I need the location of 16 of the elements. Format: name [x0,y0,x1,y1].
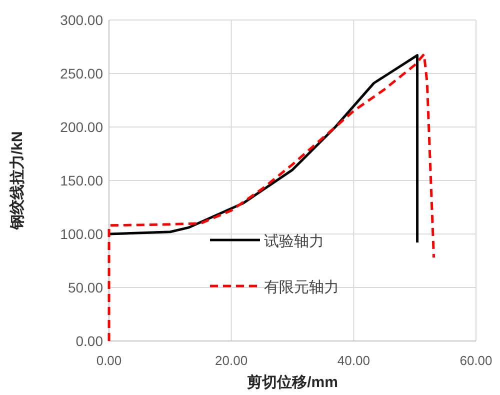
y-tick-label: 250.00 [60,66,104,82]
x-axis-title: 剪切位移/mm [247,373,338,391]
legend-label: 有限元轴力 [264,279,339,296]
y-tick-label: 50.00 [68,280,104,296]
y-axis-title: 钢绞线拉力/kN [8,131,26,231]
y-tick-label: 150.00 [60,172,104,188]
x-tick-label: 60.00 [460,353,492,368]
x-tick-label: 20.00 [215,353,248,368]
x-tick-label: 40.00 [337,353,370,368]
y-tick-label: 0.00 [76,333,104,349]
x-tick-label: 0.00 [96,353,122,368]
legend-label: 试验轴力 [264,233,324,250]
y-tick-label: 100.00 [60,226,104,242]
y-tick-label: 300.00 [60,12,104,28]
line-series [108,52,436,342]
y-tick-label: 200.00 [60,119,104,135]
